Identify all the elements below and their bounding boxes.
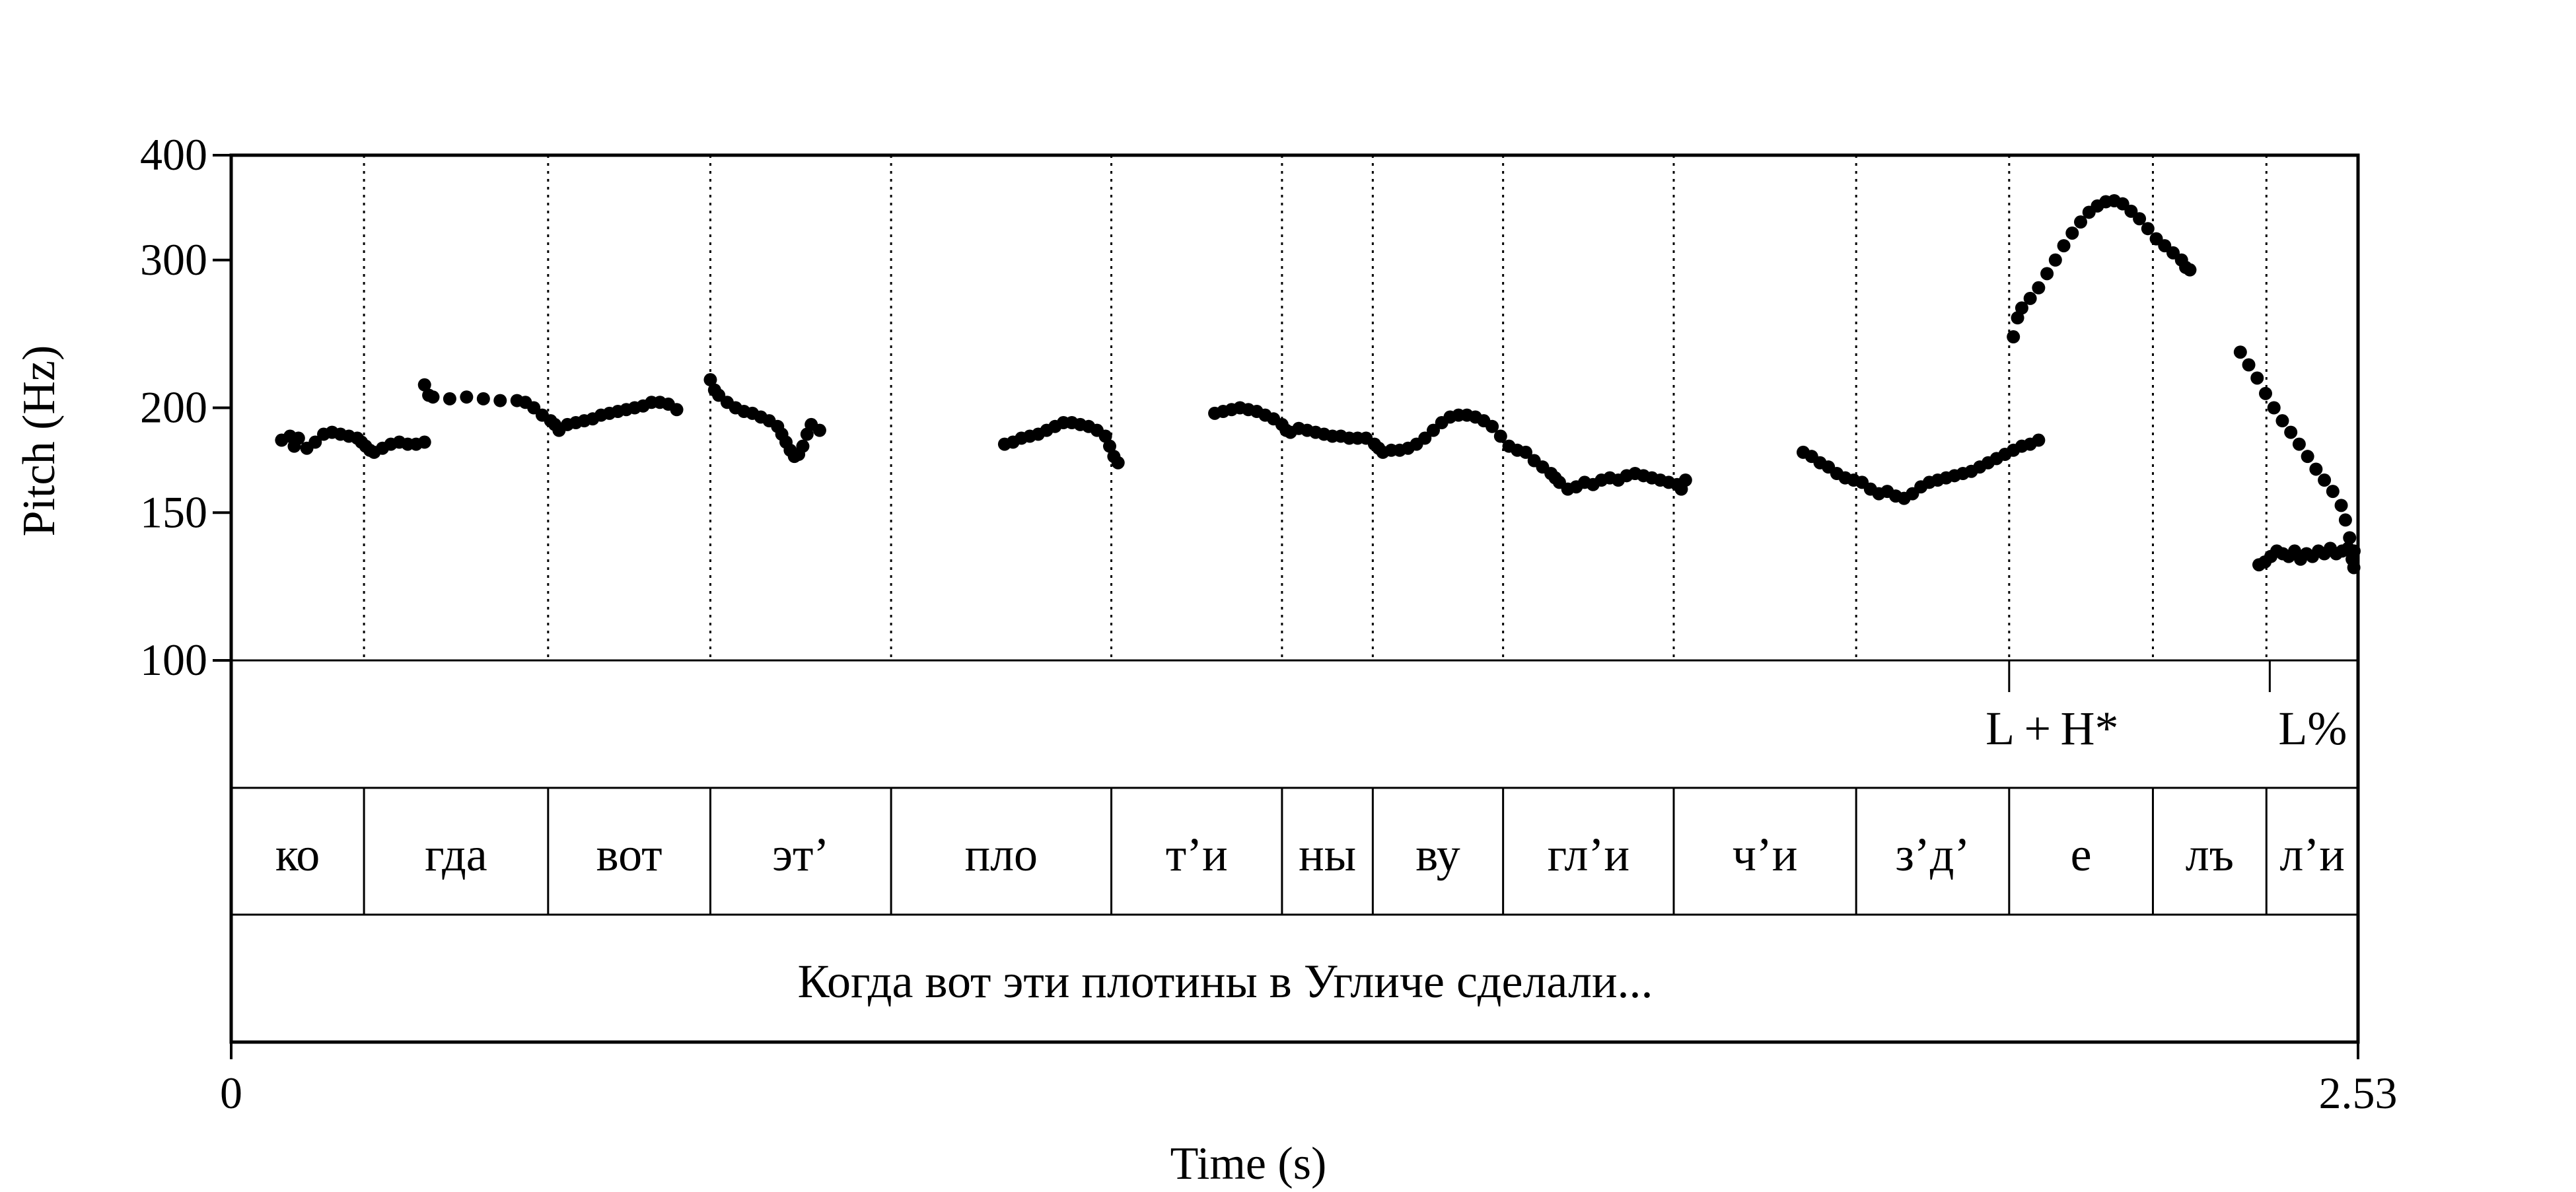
pitch-point	[2133, 212, 2147, 226]
pitch-point	[1111, 456, 1125, 470]
pitch-point	[2309, 462, 2323, 476]
labels: Pitch (Hz) Time (s) 100 150 200 300 400 0 2.53…	[14, 129, 2398, 1189]
y-tick-label: 300	[140, 234, 207, 285]
pitch-point	[2015, 301, 2028, 315]
pitch-point	[2242, 358, 2256, 372]
tone-label: L%	[2278, 702, 2347, 755]
pitch-point	[812, 423, 826, 437]
pitch-point	[1098, 429, 1112, 443]
syllable-label: лъ	[2186, 828, 2234, 881]
pitch-point	[2032, 433, 2046, 447]
pitch-point	[1493, 429, 1507, 443]
pitch-point	[2065, 226, 2079, 240]
pitch-point	[796, 439, 810, 453]
pitch-point	[2233, 345, 2247, 359]
syllable-label: гда	[425, 828, 487, 881]
pitch-point	[1418, 431, 1432, 445]
pitch-point	[2301, 450, 2314, 464]
sentence-label: Когда вот эти плотины в Угличе сделали..…	[798, 955, 1653, 1008]
y-tick-label: 150	[140, 487, 207, 537]
tone-label: L + H*	[1986, 702, 2118, 755]
pitch-point	[2023, 291, 2037, 305]
x-tick-label: 2.53	[2319, 1068, 2398, 1118]
pitch-point	[2292, 437, 2306, 451]
pitch-point	[1485, 419, 1499, 433]
syllable-label: гл’и	[1548, 828, 1629, 881]
plot-border	[229, 153, 2360, 1044]
syllable-label: л’и	[2279, 828, 2344, 881]
pitch-point	[2343, 531, 2357, 545]
pitch-point	[2326, 485, 2340, 499]
pitch-points	[275, 193, 2361, 575]
syllable-label: ву	[1415, 828, 1460, 881]
pitch-point	[2074, 215, 2087, 229]
y-tick-label: 100	[140, 635, 207, 685]
pitch-point	[2275, 414, 2289, 428]
pitch-point	[443, 392, 456, 405]
syllable-label: т’и	[1166, 828, 1228, 881]
pitch-point	[2338, 513, 2352, 527]
pitch-point	[1103, 439, 1116, 453]
syllable-label: ч’и	[1733, 828, 1798, 881]
pitch-point	[493, 394, 507, 407]
pitch-point	[2259, 386, 2272, 400]
pitch-point	[1678, 473, 1692, 487]
pitch-point	[417, 378, 431, 392]
pitch-point	[2124, 204, 2138, 218]
y-tick-label: 400	[140, 129, 207, 180]
pitch-point	[2267, 401, 2281, 415]
pitch-point	[2334, 499, 2348, 512]
pitch-point	[1427, 423, 1440, 437]
pitch-point	[417, 435, 431, 449]
pitch-point	[460, 390, 474, 404]
x-tick-label: 0	[220, 1068, 242, 1118]
pitch-point	[2057, 239, 2071, 253]
y-axis-title: Pitch (Hz)	[14, 345, 65, 537]
boundary-lines	[363, 155, 2268, 660]
pitch-point	[2040, 267, 2054, 281]
pitch-point	[670, 403, 684, 417]
x-axis-title: Time (s)	[1170, 1139, 1327, 1189]
syllable-label: е	[2071, 828, 2092, 881]
syllable-label: ны	[1299, 828, 1356, 881]
pitch-point	[703, 373, 717, 387]
pitch-point	[2318, 473, 2332, 487]
pitch-point	[2250, 371, 2264, 385]
pitch-point	[2183, 263, 2197, 277]
pitch-point	[308, 435, 322, 449]
pitch-point	[476, 392, 490, 405]
pitch-point	[2032, 281, 2046, 295]
syllable-label: пло	[965, 828, 1038, 881]
pitch-point	[426, 390, 440, 404]
pitch-point	[2141, 222, 2155, 236]
syllable-label: эт’	[772, 828, 829, 881]
pitch-point	[2048, 253, 2062, 267]
pitch-point	[1519, 445, 1532, 459]
pitch-point	[2007, 330, 2021, 344]
plot-frame	[213, 153, 2360, 1059]
syllable-label: ко	[275, 828, 320, 881]
syllable-label: з’д’	[1895, 828, 1970, 881]
syllable-label: вот	[596, 828, 662, 881]
pitch-point	[291, 431, 305, 445]
pitch-point	[2284, 425, 2298, 439]
y-tick-label: 200	[140, 382, 207, 433]
